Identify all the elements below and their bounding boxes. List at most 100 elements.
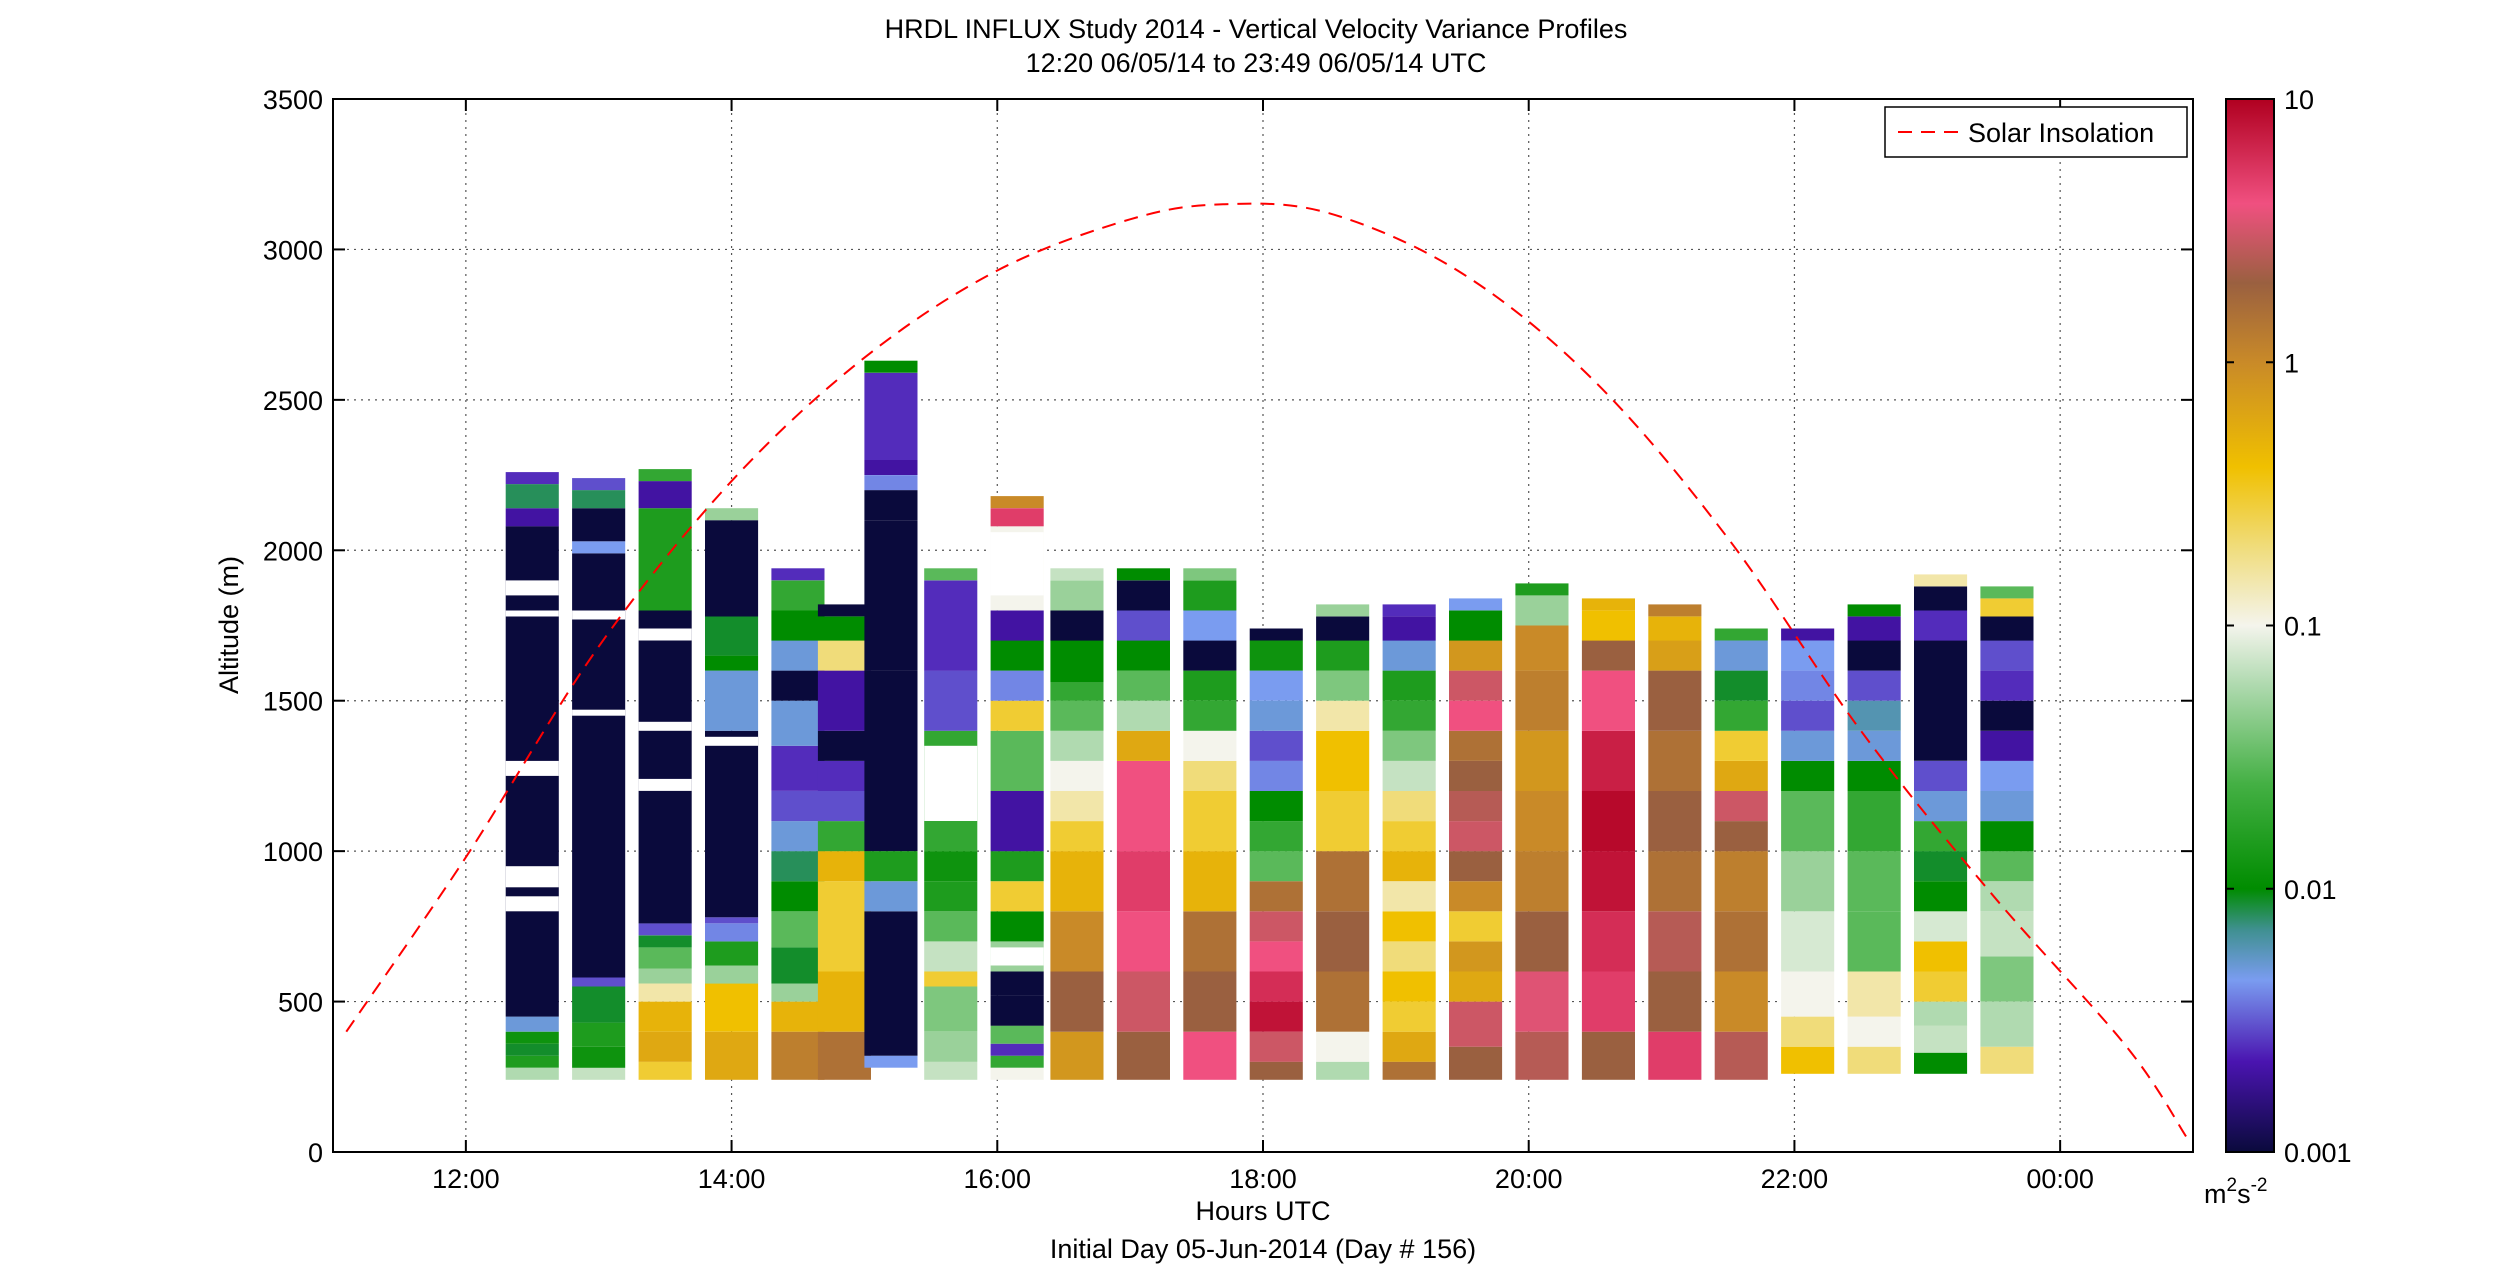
heatmap-cell [1050, 1031, 1104, 1080]
heatmap-cell [1050, 760, 1104, 791]
heatmap-cell [1249, 640, 1303, 671]
heatmap-cell [924, 881, 978, 912]
heatmap-cell [1249, 760, 1303, 791]
x-axis-label: Hours UTC [1195, 1196, 1330, 1226]
heatmap-cell [1382, 604, 1436, 617]
heatmap-cell [1980, 598, 2034, 617]
heatmap-cell [990, 1055, 1044, 1068]
heatmap-cell [1382, 941, 1436, 972]
heatmap-cell [1648, 911, 1702, 972]
heatmap-cell [924, 580, 978, 671]
y-tick-label: 1000 [263, 837, 323, 867]
heatmap-cell [1714, 760, 1768, 791]
x-tick-label: 00:00 [2026, 1164, 2094, 1194]
heatmap-cell [817, 1031, 871, 1080]
heatmap-cell [1183, 730, 1237, 761]
heatmap-cell [1781, 1016, 1835, 1047]
heatmap-cell [1316, 640, 1370, 671]
heatmap-cell [990, 496, 1044, 509]
heatmap-cell [1449, 851, 1503, 882]
heatmap-cell [705, 1031, 759, 1080]
heatmap-cell [1183, 640, 1237, 671]
heatmap-cell [1382, 911, 1436, 942]
heatmap-cell [1183, 851, 1237, 912]
heatmap-gap [638, 628, 692, 641]
heatmap-cell [1714, 791, 1768, 822]
heatmap-cell [1116, 730, 1170, 761]
heatmap-cell [1449, 1046, 1503, 1080]
heatmap-cell [1980, 670, 2034, 701]
heatmap-cell [638, 469, 692, 482]
heatmap-cell [1382, 791, 1436, 822]
solar-insolation-line [345, 202, 2188, 1138]
heatmap-cell [1847, 1046, 1901, 1074]
heatmap-cell [864, 360, 918, 373]
heatmap-cell [572, 1046, 626, 1068]
heatmap-cell [572, 508, 626, 542]
heatmap-cell [705, 917, 759, 924]
heatmap-cell [864, 911, 918, 1056]
heatmap-cell [638, 923, 692, 936]
heatmap-cell [572, 1022, 626, 1047]
heatmap-cell [771, 947, 825, 984]
heatmap-cell [1183, 670, 1237, 701]
heatmap-cell [864, 520, 918, 671]
heatmap-cell [1249, 821, 1303, 852]
heatmap-cell [771, 791, 825, 822]
chart-subtitle: 12:20 06/05/14 to 23:49 06/05/14 UTC [1026, 48, 1487, 78]
heatmap-cell [1581, 670, 1635, 731]
heatmap-cell [1515, 670, 1569, 731]
chart-title: HRDL INFLUX Study 2014 - Vertical Veloci… [885, 14, 1628, 44]
heatmap-cell [1249, 1001, 1303, 1032]
heatmap-cell [505, 1067, 559, 1080]
heatmap-cell [1116, 760, 1170, 791]
heatmap-cell [817, 881, 871, 972]
heatmap-cell [771, 580, 825, 611]
heatmap-cell [1050, 851, 1104, 912]
heatmap-cell [572, 490, 626, 509]
heatmap-cell [1714, 1031, 1768, 1080]
heatmap-cell [705, 508, 759, 521]
y-tick-label: 3000 [263, 235, 323, 265]
heatmap-cell [771, 568, 825, 581]
heatmap-cell [1914, 586, 1968, 611]
heatmap-cell [1316, 700, 1370, 731]
heatmap-cell [1714, 821, 1768, 852]
heatmap-cell [1515, 1031, 1569, 1080]
heatmap-cell [1382, 1001, 1436, 1032]
heatmap-cell [924, 971, 978, 987]
heatmap-cell [817, 670, 871, 731]
heatmap-cell [1980, 640, 2034, 671]
heatmap-cell [1980, 851, 2034, 882]
heatmap-cell [1980, 586, 2034, 599]
heatmap-cell [638, 935, 692, 948]
heatmap-cell [924, 670, 978, 731]
heatmap-cell [1914, 971, 1968, 1002]
heatmap-gap [572, 610, 626, 620]
heatmap-cell [1648, 670, 1702, 731]
heatmap-cell [1714, 700, 1768, 731]
heatmap-cell [1980, 700, 2034, 731]
heatmap-cell [1183, 610, 1237, 641]
heatmap-cell [924, 568, 978, 581]
heatmap-cell [1316, 616, 1370, 641]
heatmap-cell [638, 508, 692, 611]
heatmap-cell [990, 508, 1044, 527]
heatmap-cell [1914, 1001, 1968, 1026]
heatmap-cells [505, 360, 2034, 1080]
heatmap-cell [1914, 1052, 1968, 1074]
heatmap-cell [638, 1061, 692, 1080]
heatmap-cell [771, 911, 825, 948]
heatmap-cell [1316, 851, 1370, 912]
heatmap-cell [990, 1025, 1044, 1044]
heatmap-cell [771, 881, 825, 912]
heatmap-cell [1581, 730, 1635, 791]
heatmap-cell [1183, 791, 1237, 852]
heatmap-cell [1316, 1031, 1370, 1062]
heatmap-cell [864, 475, 918, 491]
heatmap-cell [1449, 1001, 1503, 1047]
colorbar-tick-label: 0.1 [2284, 612, 2322, 642]
heatmap-cell [1183, 911, 1237, 972]
colorbar-ticks: 10 1 0.1 0.01 0.001 [2226, 85, 2352, 1168]
heatmap-cell [771, 1031, 825, 1080]
